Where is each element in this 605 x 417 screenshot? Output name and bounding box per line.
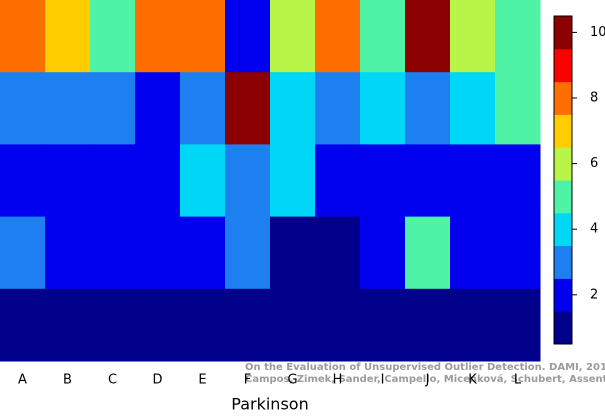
colorbar-swatch xyxy=(554,278,572,312)
cell xyxy=(90,288,136,362)
cell xyxy=(495,0,541,73)
cell xyxy=(90,0,136,73)
cell xyxy=(405,72,451,145)
cell xyxy=(180,144,226,218)
cell xyxy=(405,288,451,362)
colorbar-tick-label: 6 xyxy=(590,156,598,171)
cell xyxy=(405,0,451,73)
cell xyxy=(405,216,451,290)
cell xyxy=(0,144,46,218)
colorbar-swatch xyxy=(554,311,572,345)
cell xyxy=(135,72,181,145)
cell xyxy=(90,72,136,145)
cell xyxy=(405,144,451,218)
cell xyxy=(225,0,271,73)
cell xyxy=(0,288,46,362)
cell xyxy=(180,216,226,290)
heatmap xyxy=(0,0,541,362)
cell xyxy=(450,72,496,145)
cell xyxy=(495,144,541,218)
colorbar-swatch xyxy=(554,48,572,83)
colorbar-tick-label: 8 xyxy=(590,91,598,106)
cell xyxy=(45,72,91,145)
cell xyxy=(315,288,361,362)
cell xyxy=(270,216,316,290)
x-tick-label: B xyxy=(63,373,72,388)
cell xyxy=(90,144,136,218)
x-tick-label: A xyxy=(18,373,27,388)
cell xyxy=(270,144,316,218)
cell xyxy=(360,288,406,362)
cell xyxy=(495,72,541,145)
colorbar-frame xyxy=(553,15,573,345)
x-tick-label: D xyxy=(152,373,162,388)
cell xyxy=(315,72,361,145)
cell xyxy=(45,144,91,218)
colorbar-tick-label: 4 xyxy=(590,222,598,237)
x-axis-label: Parkinson xyxy=(231,395,308,414)
cell xyxy=(0,72,46,145)
annotation: Campos, Zimek, Sander, Campello, Micenko… xyxy=(245,373,605,385)
x-tick-label: C xyxy=(108,373,117,388)
cell xyxy=(315,216,361,290)
cell xyxy=(450,0,496,73)
cell xyxy=(495,216,541,290)
x-tick-label: J xyxy=(425,373,430,388)
cell xyxy=(225,144,271,218)
annotation: On the Evaluation of Unsupervised Outlie… xyxy=(245,362,605,373)
cell xyxy=(135,216,181,290)
colorbar-swatch xyxy=(554,81,572,115)
cell xyxy=(0,216,46,290)
colorbar-swatch xyxy=(554,245,572,279)
cell xyxy=(360,72,406,145)
cell xyxy=(450,144,496,218)
cell xyxy=(225,72,271,145)
colorbar-swatch xyxy=(554,114,572,148)
cell xyxy=(360,0,406,73)
colorbar-tick-label: 10 xyxy=(590,25,605,40)
cell xyxy=(315,144,361,218)
cell xyxy=(270,0,316,73)
x-tick-label: F xyxy=(244,373,251,388)
cell xyxy=(450,288,496,362)
cell xyxy=(90,216,136,290)
x-tick-label: G xyxy=(287,373,297,388)
x-tick-label: I xyxy=(381,373,385,388)
x-tick-label: H xyxy=(333,373,343,388)
cell xyxy=(135,144,181,218)
cell xyxy=(45,216,91,290)
cell xyxy=(180,72,226,145)
colorbar-tick-label: 2 xyxy=(590,287,598,302)
cell xyxy=(495,288,541,362)
cell xyxy=(360,144,406,218)
cell xyxy=(0,0,46,73)
x-tick-label: L xyxy=(514,373,522,388)
cell xyxy=(180,288,226,362)
cell xyxy=(360,216,406,290)
colorbar-swatch xyxy=(554,147,572,181)
colorbar-swatch xyxy=(554,180,572,214)
cell xyxy=(225,288,271,362)
cell xyxy=(45,0,91,73)
cell xyxy=(135,0,181,73)
cell xyxy=(270,288,316,362)
x-tick-label: K xyxy=(468,373,477,388)
cell xyxy=(135,288,181,362)
cell xyxy=(270,72,316,145)
colorbar-swatch xyxy=(554,16,572,50)
cell xyxy=(450,216,496,290)
x-tick-label: E xyxy=(198,373,206,388)
colorbar-swatch xyxy=(554,212,572,247)
cell xyxy=(180,0,226,73)
cell xyxy=(225,216,271,290)
cell xyxy=(45,288,91,362)
cell xyxy=(315,0,361,73)
